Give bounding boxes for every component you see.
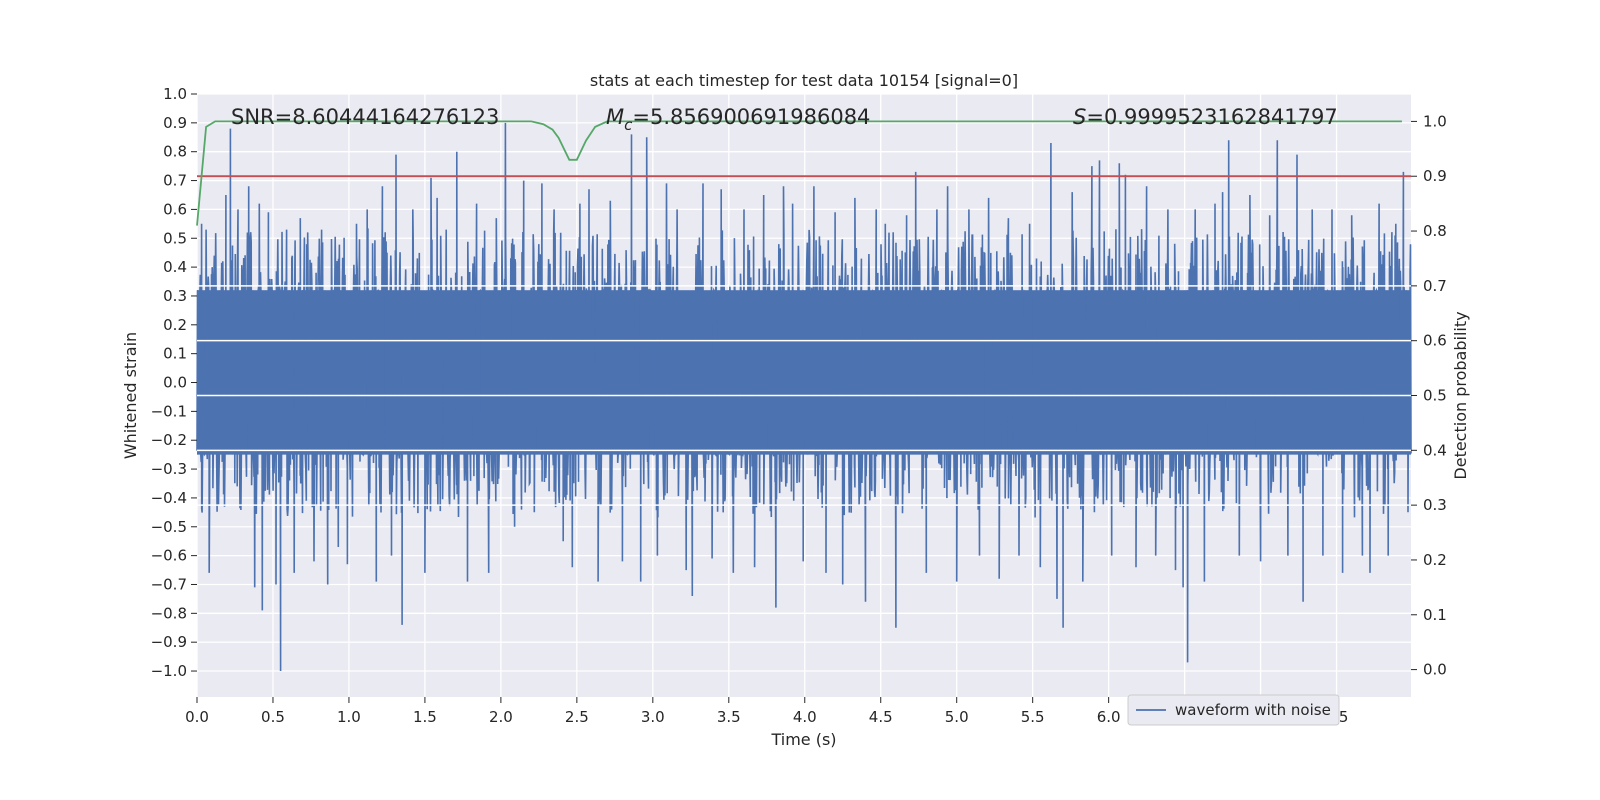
x-tick-label: 2.0 <box>489 708 513 726</box>
y-tick-label: 0.9 <box>163 114 187 132</box>
y2-tick-label: 0.8 <box>1423 222 1447 240</box>
snr-annotation: SNR=8.60444164276123 <box>231 105 499 129</box>
chirp-mass-subscript: c <box>624 116 633 134</box>
y-tick-label: 0.6 <box>163 200 187 218</box>
y2-tick-label: 1.0 <box>1423 112 1447 130</box>
axes-layer: 0.00.51.01.52.02.53.03.54.04.55.05.56.06… <box>151 85 1447 726</box>
y2-tick-label: 0.5 <box>1423 387 1447 405</box>
x-tick-label: 4.0 <box>793 708 817 726</box>
x-tick-label: 0.5 <box>261 708 285 726</box>
y-axis-label: Whitened strain <box>121 332 140 459</box>
y2-tick-label: 0.0 <box>1423 661 1447 679</box>
x-tick-label: 0.0 <box>185 708 209 726</box>
legend-label-waveform: waveform with noise <box>1175 701 1331 719</box>
y2-tick-label: 0.1 <box>1423 606 1447 624</box>
detection-probability-line <box>196 120 1402 226</box>
x-tick-label: 6.0 <box>1097 708 1121 726</box>
y2-tick-label: 0.2 <box>1423 551 1447 569</box>
legend: waveform with noise <box>1127 694 1340 726</box>
score-symbol: S <box>1073 105 1086 129</box>
y-tick-label: −1.0 <box>151 662 187 680</box>
x-tick-label: 3.0 <box>641 708 665 726</box>
y-tick-label: −0.6 <box>151 547 187 565</box>
y-tick-label: −0.3 <box>151 460 187 478</box>
y-tick-label: −0.2 <box>151 431 187 449</box>
score-value: =0.9999523162841797 <box>1086 105 1337 129</box>
y2-tick-label: 0.6 <box>1423 332 1447 350</box>
x-tick-label: 1.5 <box>413 708 437 726</box>
y-tick-label: −0.1 <box>151 402 187 420</box>
y-tick-label: 0.5 <box>163 229 187 247</box>
y-tick-label: 0.8 <box>163 143 187 161</box>
series-layer <box>196 120 1412 672</box>
chart-title: stats at each timestep for test data 101… <box>590 71 1018 90</box>
y-tick-label: −0.5 <box>151 518 187 536</box>
y-tick-label: −0.9 <box>151 633 187 651</box>
y-tick-label: 0.1 <box>163 345 187 363</box>
x-tick-label: 4.5 <box>869 708 893 726</box>
x-axis-label: Time (s) <box>770 730 836 749</box>
y-tick-label: −0.7 <box>151 575 187 593</box>
x-tick-label: 2.5 <box>565 708 589 726</box>
waveform-line <box>196 122 1412 672</box>
y2-tick-label: 0.3 <box>1423 496 1447 514</box>
y-tick-label: 0.0 <box>163 374 187 392</box>
chirp-mass-value: =5.856900691986084 <box>632 105 870 129</box>
x-tick-label: 1.0 <box>337 708 361 726</box>
y-tick-label: 0.3 <box>163 287 187 305</box>
y2-tick-label: 0.7 <box>1423 277 1447 295</box>
x-tick-label: 5.0 <box>945 708 969 726</box>
chirp-mass-symbol: M <box>606 105 624 129</box>
x-tick-label: 5.5 <box>1021 708 1045 726</box>
y2-tick-label: 0.9 <box>1423 167 1447 185</box>
score-annotation: S=0.9999523162841797 <box>1073 105 1338 129</box>
y2-axis-label: Detection probability <box>1451 311 1470 479</box>
y-tick-label: 0.2 <box>163 316 187 334</box>
y-tick-label: 0.7 <box>163 172 187 190</box>
y-tick-label: −0.8 <box>151 604 187 622</box>
y-tick-label: 1.0 <box>163 85 187 103</box>
y-tick-label: −0.4 <box>151 489 187 507</box>
y-tick-label: 0.4 <box>163 258 187 276</box>
y2-tick-label: 0.4 <box>1423 441 1447 459</box>
chirp-mass-annotation: Mc=5.856900691986084 <box>606 105 870 134</box>
x-tick-label: 3.5 <box>717 708 741 726</box>
legend-box <box>1127 694 1340 726</box>
